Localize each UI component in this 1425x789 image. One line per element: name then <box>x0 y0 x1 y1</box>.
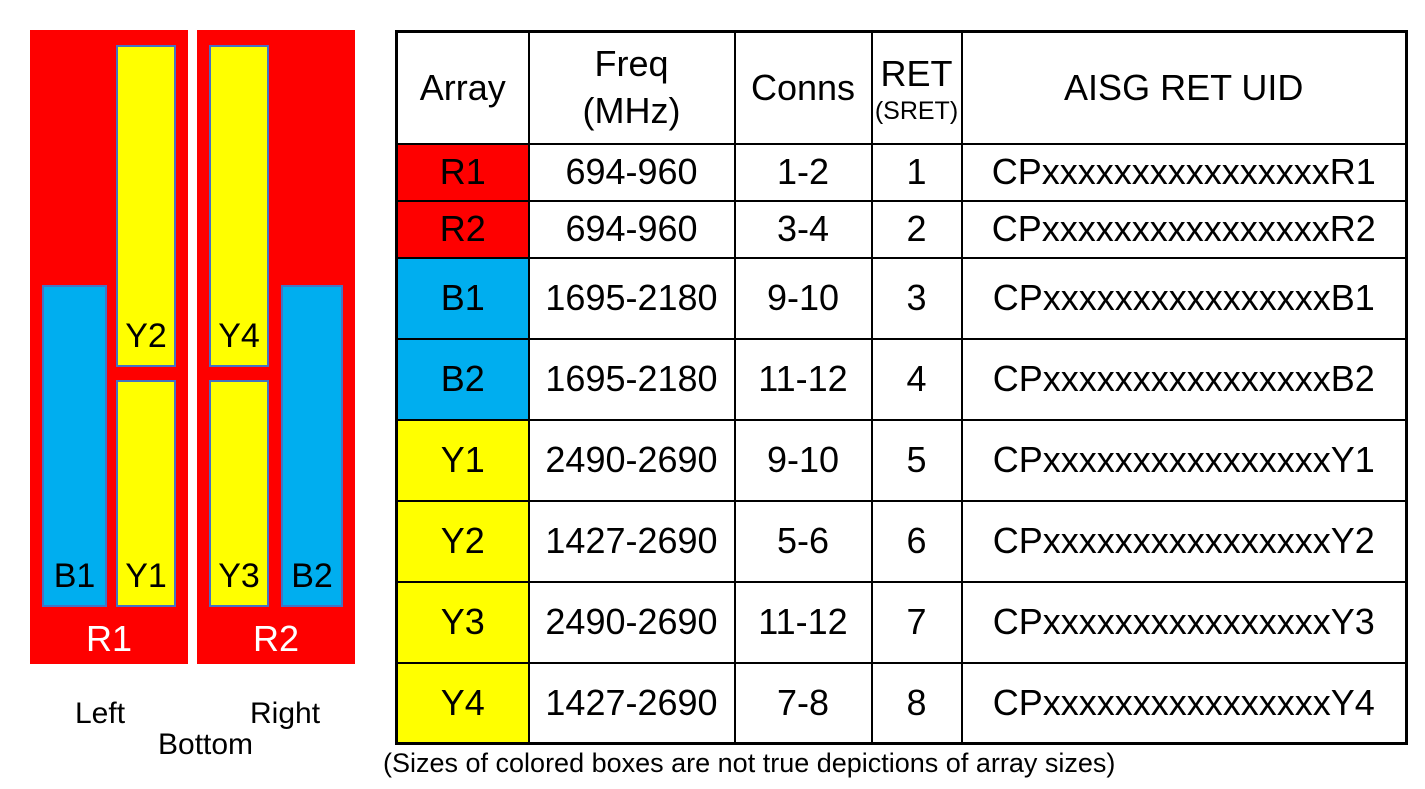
freq-cell: 1695-2180 <box>527 337 736 421</box>
table-row: Y4 1427-2690 7-8 8 CPxxxxxxxxxxxxxxxxY4 <box>395 661 1408 745</box>
freq-cell: 694-960 <box>527 199 736 259</box>
uid-cell: CPxxxxxxxxxxxxxxxxB1 <box>960 256 1408 340</box>
table-header-row: Array Freq (MHz) Conns RET (SRET) AISG R… <box>395 30 1408 145</box>
spec-table: Array Freq (MHz) Conns RET (SRET) AISG R… <box>395 30 1408 745</box>
array-box-label-b2: B2 <box>291 557 333 595</box>
ret-cell: 3 <box>870 256 963 340</box>
array-cell: Y2 <box>395 499 530 583</box>
freq-cell: 694-960 <box>527 142 736 202</box>
header-ret-line2: (SRET) <box>874 97 959 126</box>
conns-cell: 9-10 <box>733 418 873 502</box>
array-box-y2: Y2 <box>116 45 176 367</box>
array-box-label-b1: B1 <box>53 557 96 595</box>
array-cell: Y4 <box>395 661 530 745</box>
conns-cell: 11-12 <box>733 337 873 421</box>
panel-label-r1: R1 <box>85 618 133 659</box>
header-ret: RET (SRET) <box>870 30 963 145</box>
conns-cell: 9-10 <box>733 256 873 340</box>
uid-cell: CPxxxxxxxxxxxxxxxxY2 <box>960 499 1408 583</box>
array-box-b2: B2 <box>281 285 343 607</box>
header-freq-line2: (MHz) <box>582 89 681 131</box>
conns-cell: 11-12 <box>733 580 873 664</box>
ret-cell: 1 <box>870 142 963 202</box>
conns-cell: 1-2 <box>733 142 873 202</box>
array-box-y3: Y3 <box>209 380 269 607</box>
freq-cell: 2490-2690 <box>527 418 736 502</box>
freq-cell: 1427-2690 <box>527 499 736 583</box>
header-freq: Freq (MHz) <box>527 30 736 145</box>
table-row: R2 694-960 3-4 2 CPxxxxxxxxxxxxxxxxR2 <box>395 199 1408 259</box>
uid-cell: CPxxxxxxxxxxxxxxxxY4 <box>960 661 1408 745</box>
table-row: Y1 2490-2690 9-10 5 CPxxxxxxxxxxxxxxxxY1 <box>395 418 1408 502</box>
table-row: B1 1695-2180 9-10 3 CPxxxxxxxxxxxxxxxxB1 <box>395 256 1408 340</box>
ret-cell: 7 <box>870 580 963 664</box>
caption-left: Left <box>75 697 126 730</box>
array-cell: Y1 <box>395 418 530 502</box>
header-uid: AISG RET UID <box>960 30 1408 145</box>
array-box-label-y3: Y3 <box>218 557 260 595</box>
header-freq-line1: Freq <box>594 42 669 84</box>
uid-cell: CPxxxxxxxxxxxxxxxxR1 <box>960 142 1408 202</box>
array-box-label-y2: Y2 <box>125 317 167 355</box>
panel-label-r2: R2 <box>252 618 300 659</box>
array-cell: B1 <box>395 256 530 340</box>
ret-cell: 4 <box>870 337 963 421</box>
caption-bottom: Bottom <box>158 728 254 761</box>
array-box-b1: B1 <box>42 285 107 607</box>
freq-cell: 1695-2180 <box>527 256 736 340</box>
freq-cell: 1427-2690 <box>527 661 736 745</box>
array-cell: B2 <box>395 337 530 421</box>
ret-cell: 6 <box>870 499 963 583</box>
red-panel-r2: Y4 Y3 B2 R2 <box>197 30 355 664</box>
array-cell: R2 <box>395 199 530 259</box>
array-box-y1: Y1 <box>116 380 176 607</box>
header-conns: Conns <box>733 30 873 145</box>
ret-cell: 2 <box>870 199 963 259</box>
freq-cell: 2490-2690 <box>527 580 736 664</box>
red-panel-r1: B1 Y2 Y1 R1 <box>30 30 188 664</box>
uid-cell: CPxxxxxxxxxxxxxxxxB2 <box>960 337 1408 421</box>
antenna-diagram: B1 Y2 Y1 R1 Y4 Y3 B2 R2 <box>30 30 355 664</box>
conns-cell: 5-6 <box>733 499 873 583</box>
uid-cell: CPxxxxxxxxxxxxxxxxR2 <box>960 199 1408 259</box>
uid-cell: CPxxxxxxxxxxxxxxxxY1 <box>960 418 1408 502</box>
array-box-y4: Y4 <box>209 45 269 367</box>
footnote: (Sizes of colored boxes are not true dep… <box>383 748 1116 778</box>
array-box-label-y4: Y4 <box>218 317 260 355</box>
header-ret-line1: RET <box>880 53 953 95</box>
array-cell: Y3 <box>395 580 530 664</box>
table-row: R1 694-960 1-2 1 CPxxxxxxxxxxxxxxxxR1 <box>395 142 1408 202</box>
array-cell: R1 <box>395 142 530 202</box>
table-row: B2 1695-2180 11-12 4 CPxxxxxxxxxxxxxxxxB… <box>395 337 1408 421</box>
ret-cell: 5 <box>870 418 963 502</box>
table-row: Y3 2490-2690 11-12 7 CPxxxxxxxxxxxxxxxxY… <box>395 580 1408 664</box>
header-array: Array <box>395 30 530 145</box>
ret-cell: 8 <box>870 661 963 745</box>
conns-cell: 7-8 <box>733 661 873 745</box>
array-box-label-y1: Y1 <box>125 557 167 595</box>
uid-cell: CPxxxxxxxxxxxxxxxxY3 <box>960 580 1408 664</box>
table-row: Y2 1427-2690 5-6 6 CPxxxxxxxxxxxxxxxxY2 <box>395 499 1408 583</box>
conns-cell: 3-4 <box>733 199 873 259</box>
caption-right: Right <box>250 697 321 730</box>
